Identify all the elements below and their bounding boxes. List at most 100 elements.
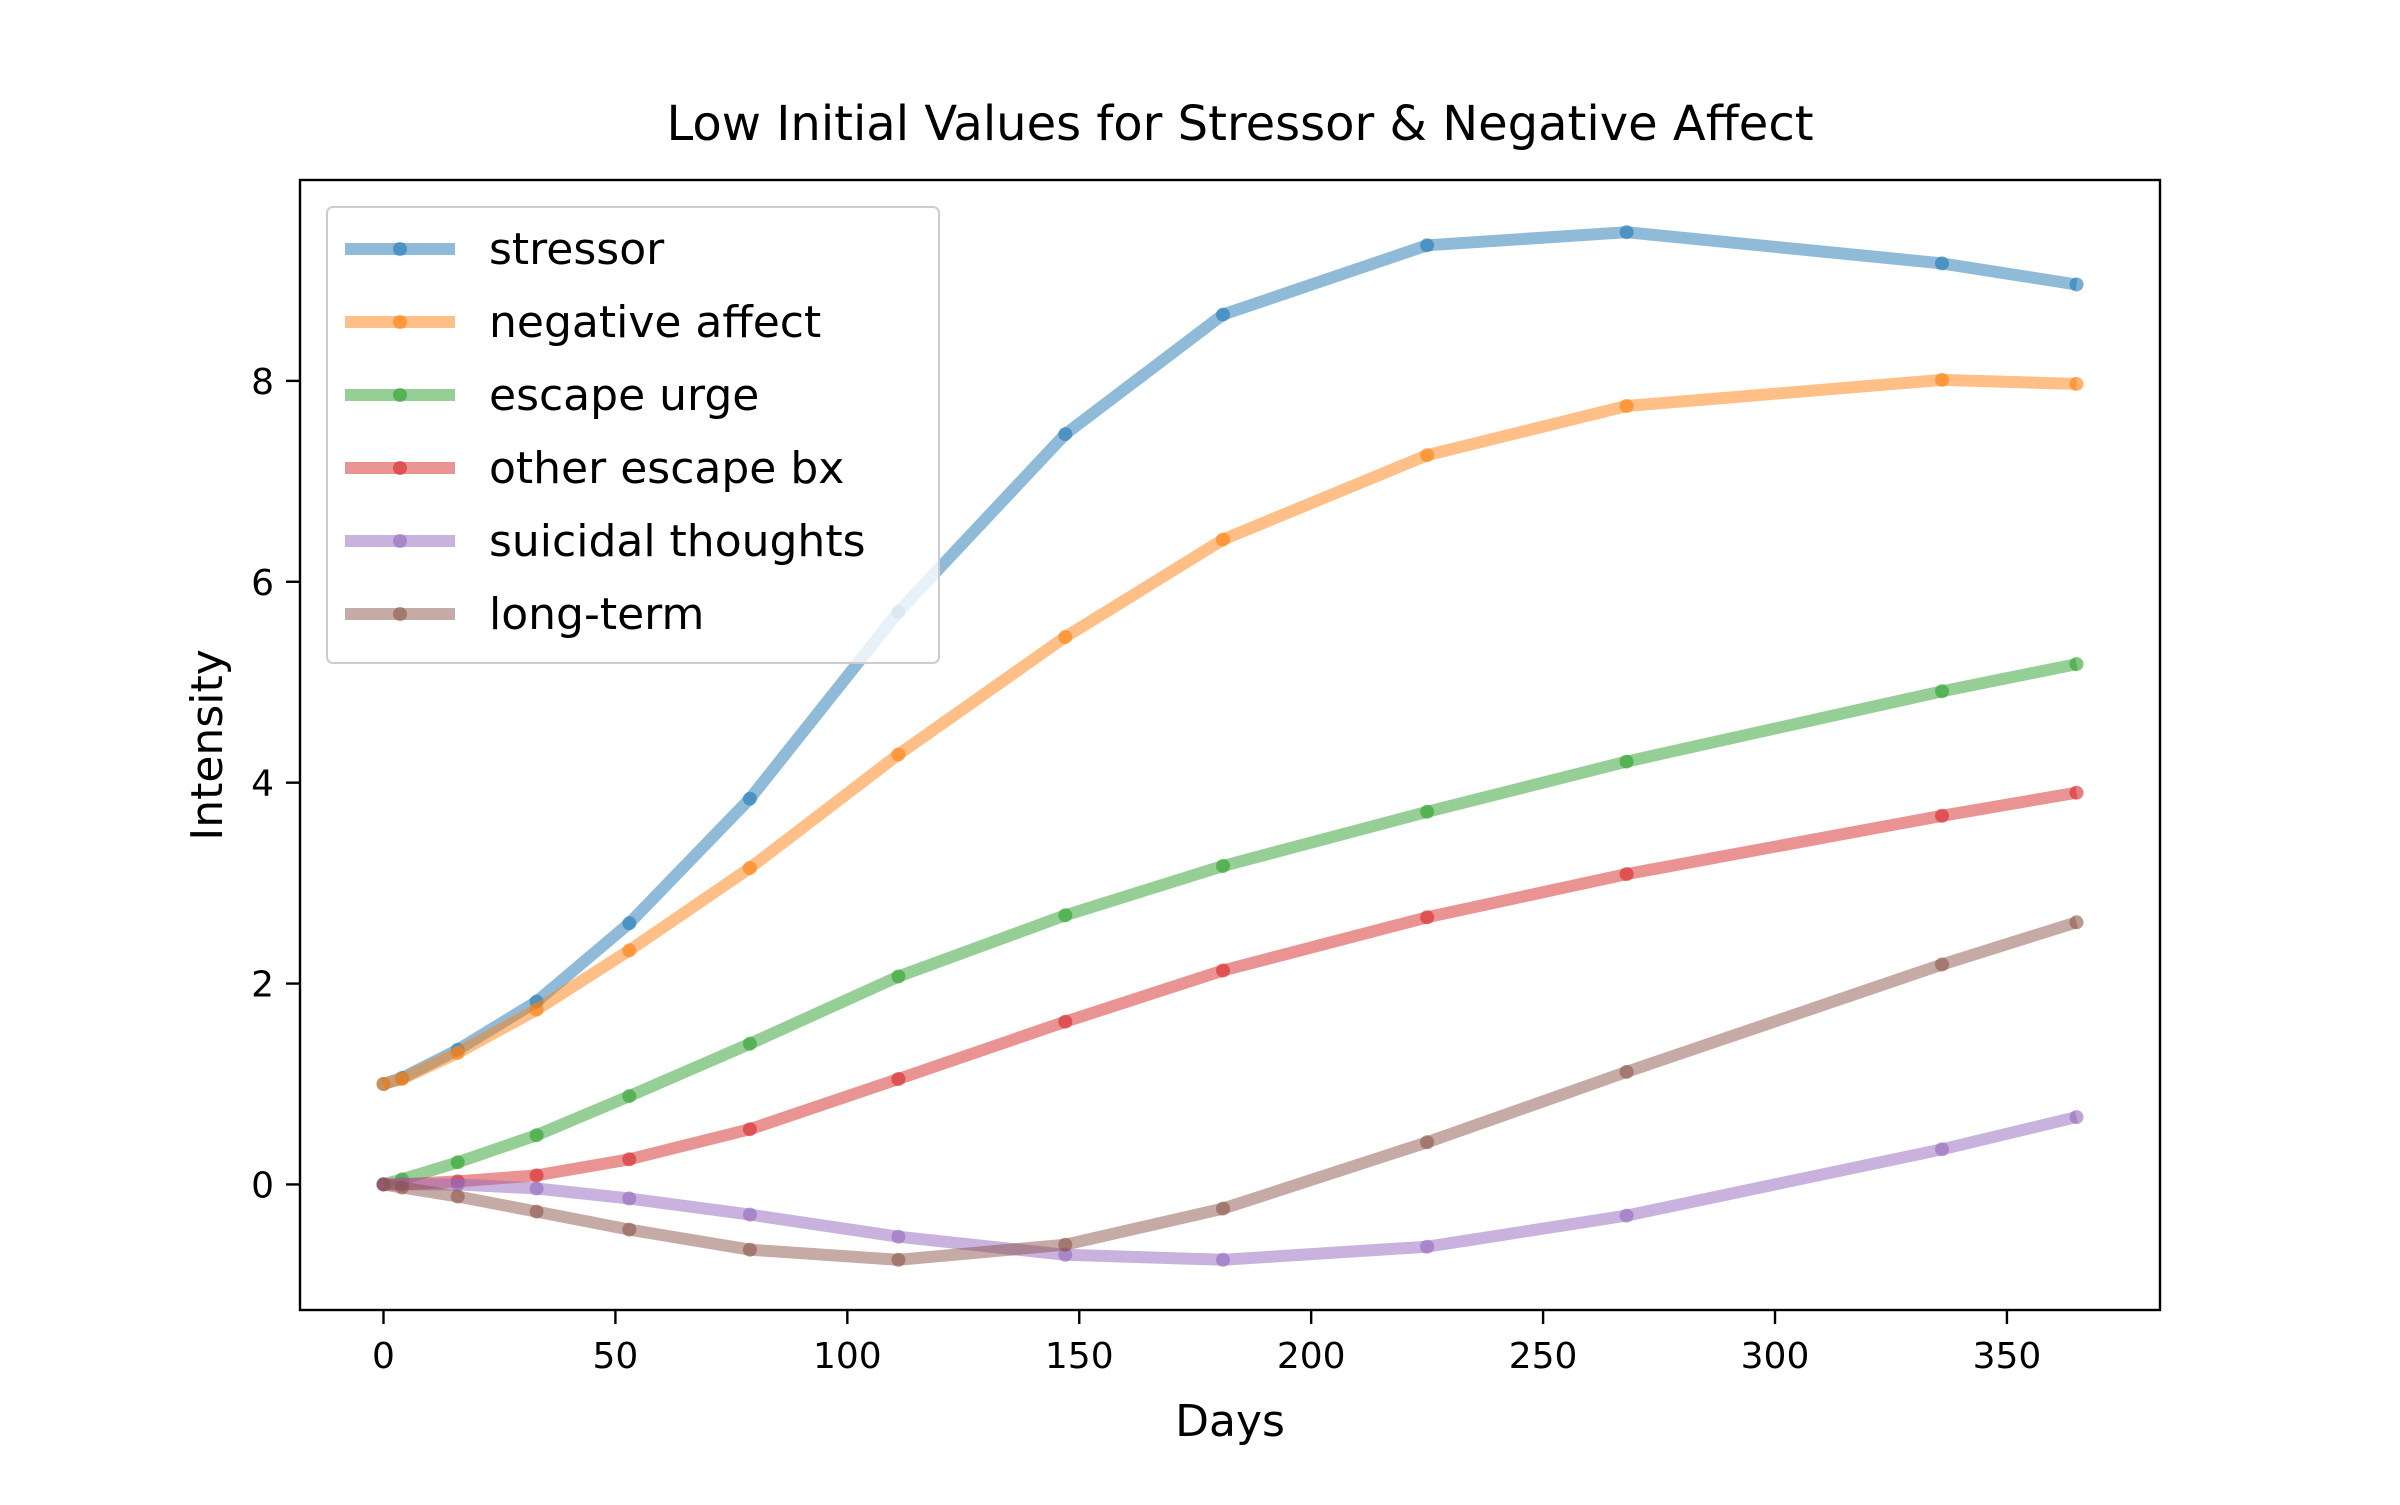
data-point	[891, 747, 906, 762]
x-tick-label: 150	[1045, 1336, 1114, 1377]
data-point	[450, 1177, 465, 1192]
data-point	[1619, 1208, 1634, 1223]
data-point	[1935, 808, 1949, 823]
legend-label: other escape bx	[489, 443, 844, 494]
data-point	[1058, 427, 1073, 442]
data-point	[1420, 238, 1435, 253]
x-axis: 0 50 100 150 200 250 300 350	[372, 1310, 2041, 1377]
legend-marker	[393, 242, 407, 256]
data-point	[742, 1122, 757, 1137]
data-point	[891, 1229, 906, 1244]
data-point	[742, 1242, 757, 1257]
data-point	[1619, 225, 1634, 240]
legend-label: negative affect	[489, 297, 821, 348]
data-point	[1935, 372, 1949, 387]
data-point	[395, 1072, 409, 1086]
data-point	[2069, 277, 2084, 292]
data-point	[376, 1077, 391, 1091]
data-point	[1216, 1201, 1230, 1216]
y-axis-label: Intensity	[182, 649, 233, 841]
y-axis: 0 2 4 6 8	[251, 362, 300, 1206]
legend-item: long-term	[345, 589, 704, 640]
chart-title: Low Initial Values for Stressor & Negati…	[666, 96, 1813, 152]
data-point	[622, 916, 637, 931]
data-point	[1058, 1247, 1073, 1262]
data-point	[2069, 1110, 2084, 1125]
legend-box	[326, 206, 940, 664]
data-point	[1216, 859, 1230, 873]
data-point	[1420, 1239, 1435, 1254]
legend-item: stressor	[345, 224, 665, 275]
data-point	[529, 1204, 544, 1219]
y-tick-label: 8	[251, 362, 274, 403]
plot-frame	[298, 178, 2162, 1312]
data-point	[1935, 957, 1949, 972]
data-point	[1935, 256, 1949, 271]
data-point	[450, 1155, 465, 1170]
data-point	[2069, 915, 2084, 930]
data-point	[529, 1002, 544, 1017]
data-point	[529, 1128, 544, 1143]
y-tick-label: 0	[251, 1165, 274, 1206]
legend-item: suicidal thoughts	[345, 516, 866, 567]
x-tick-label: 250	[1509, 1336, 1578, 1377]
data-point	[1420, 448, 1435, 463]
data-point	[1619, 867, 1634, 882]
legend-label: escape urge	[489, 370, 759, 421]
data-point	[891, 1252, 906, 1267]
plot-area	[376, 225, 2084, 1267]
data-point	[376, 1177, 391, 1192]
legend-label: suicidal thoughts	[489, 516, 866, 567]
legend: stressor negative affect escape urge other …	[326, 206, 940, 664]
data-point	[742, 1036, 757, 1051]
data-point	[1420, 804, 1435, 819]
x-tick-label: 300	[1741, 1336, 1810, 1377]
data-point	[529, 1168, 544, 1183]
data-point	[1216, 963, 1230, 978]
data-point	[622, 1191, 637, 1206]
data-point	[891, 1072, 906, 1086]
x-tick-label: 200	[1277, 1336, 1346, 1377]
data-point	[1058, 908, 1073, 923]
series-3	[376, 785, 2084, 1192]
series-line	[383, 786, 2078, 1191]
data-point	[622, 1089, 637, 1104]
data-point	[1216, 532, 1230, 547]
data-point	[1420, 910, 1435, 925]
legend-marker	[393, 461, 407, 475]
data-point	[1216, 1252, 1230, 1267]
x-tick-label: 0	[372, 1336, 395, 1377]
legend-item: escape urge	[345, 370, 759, 421]
y-tick-label: 4	[251, 764, 274, 805]
series-1	[376, 372, 2084, 1091]
x-tick-label: 50	[593, 1336, 639, 1377]
legend-marker	[393, 607, 407, 621]
axes: 0 50 100 150 200 250 300 350 0 2 4 6 8	[251, 362, 2041, 1377]
data-point	[1619, 754, 1634, 769]
data-point	[1058, 630, 1073, 644]
series-line	[383, 1111, 2078, 1266]
data-point	[622, 1222, 637, 1237]
data-point	[891, 969, 906, 984]
data-point	[2069, 376, 2084, 391]
series-5	[376, 915, 2084, 1267]
legend-marker	[393, 315, 407, 329]
y-tick-label: 6	[251, 563, 274, 604]
data-point	[742, 1207, 757, 1222]
series-line	[381, 658, 2078, 1191]
data-point	[1619, 1064, 1634, 1079]
legend-label: stressor	[489, 224, 665, 275]
data-point	[1619, 399, 1634, 413]
data-point	[2069, 657, 2084, 672]
x-tick-label: 350	[1973, 1336, 2042, 1377]
data-point	[450, 1189, 465, 1204]
series-4	[376, 1110, 2084, 1267]
data-point	[395, 1180, 409, 1195]
data-point	[529, 1181, 544, 1196]
y-tick-label: 2	[251, 965, 274, 1006]
data-point	[622, 1152, 637, 1167]
data-point	[742, 791, 757, 806]
data-point	[1058, 1014, 1073, 1029]
